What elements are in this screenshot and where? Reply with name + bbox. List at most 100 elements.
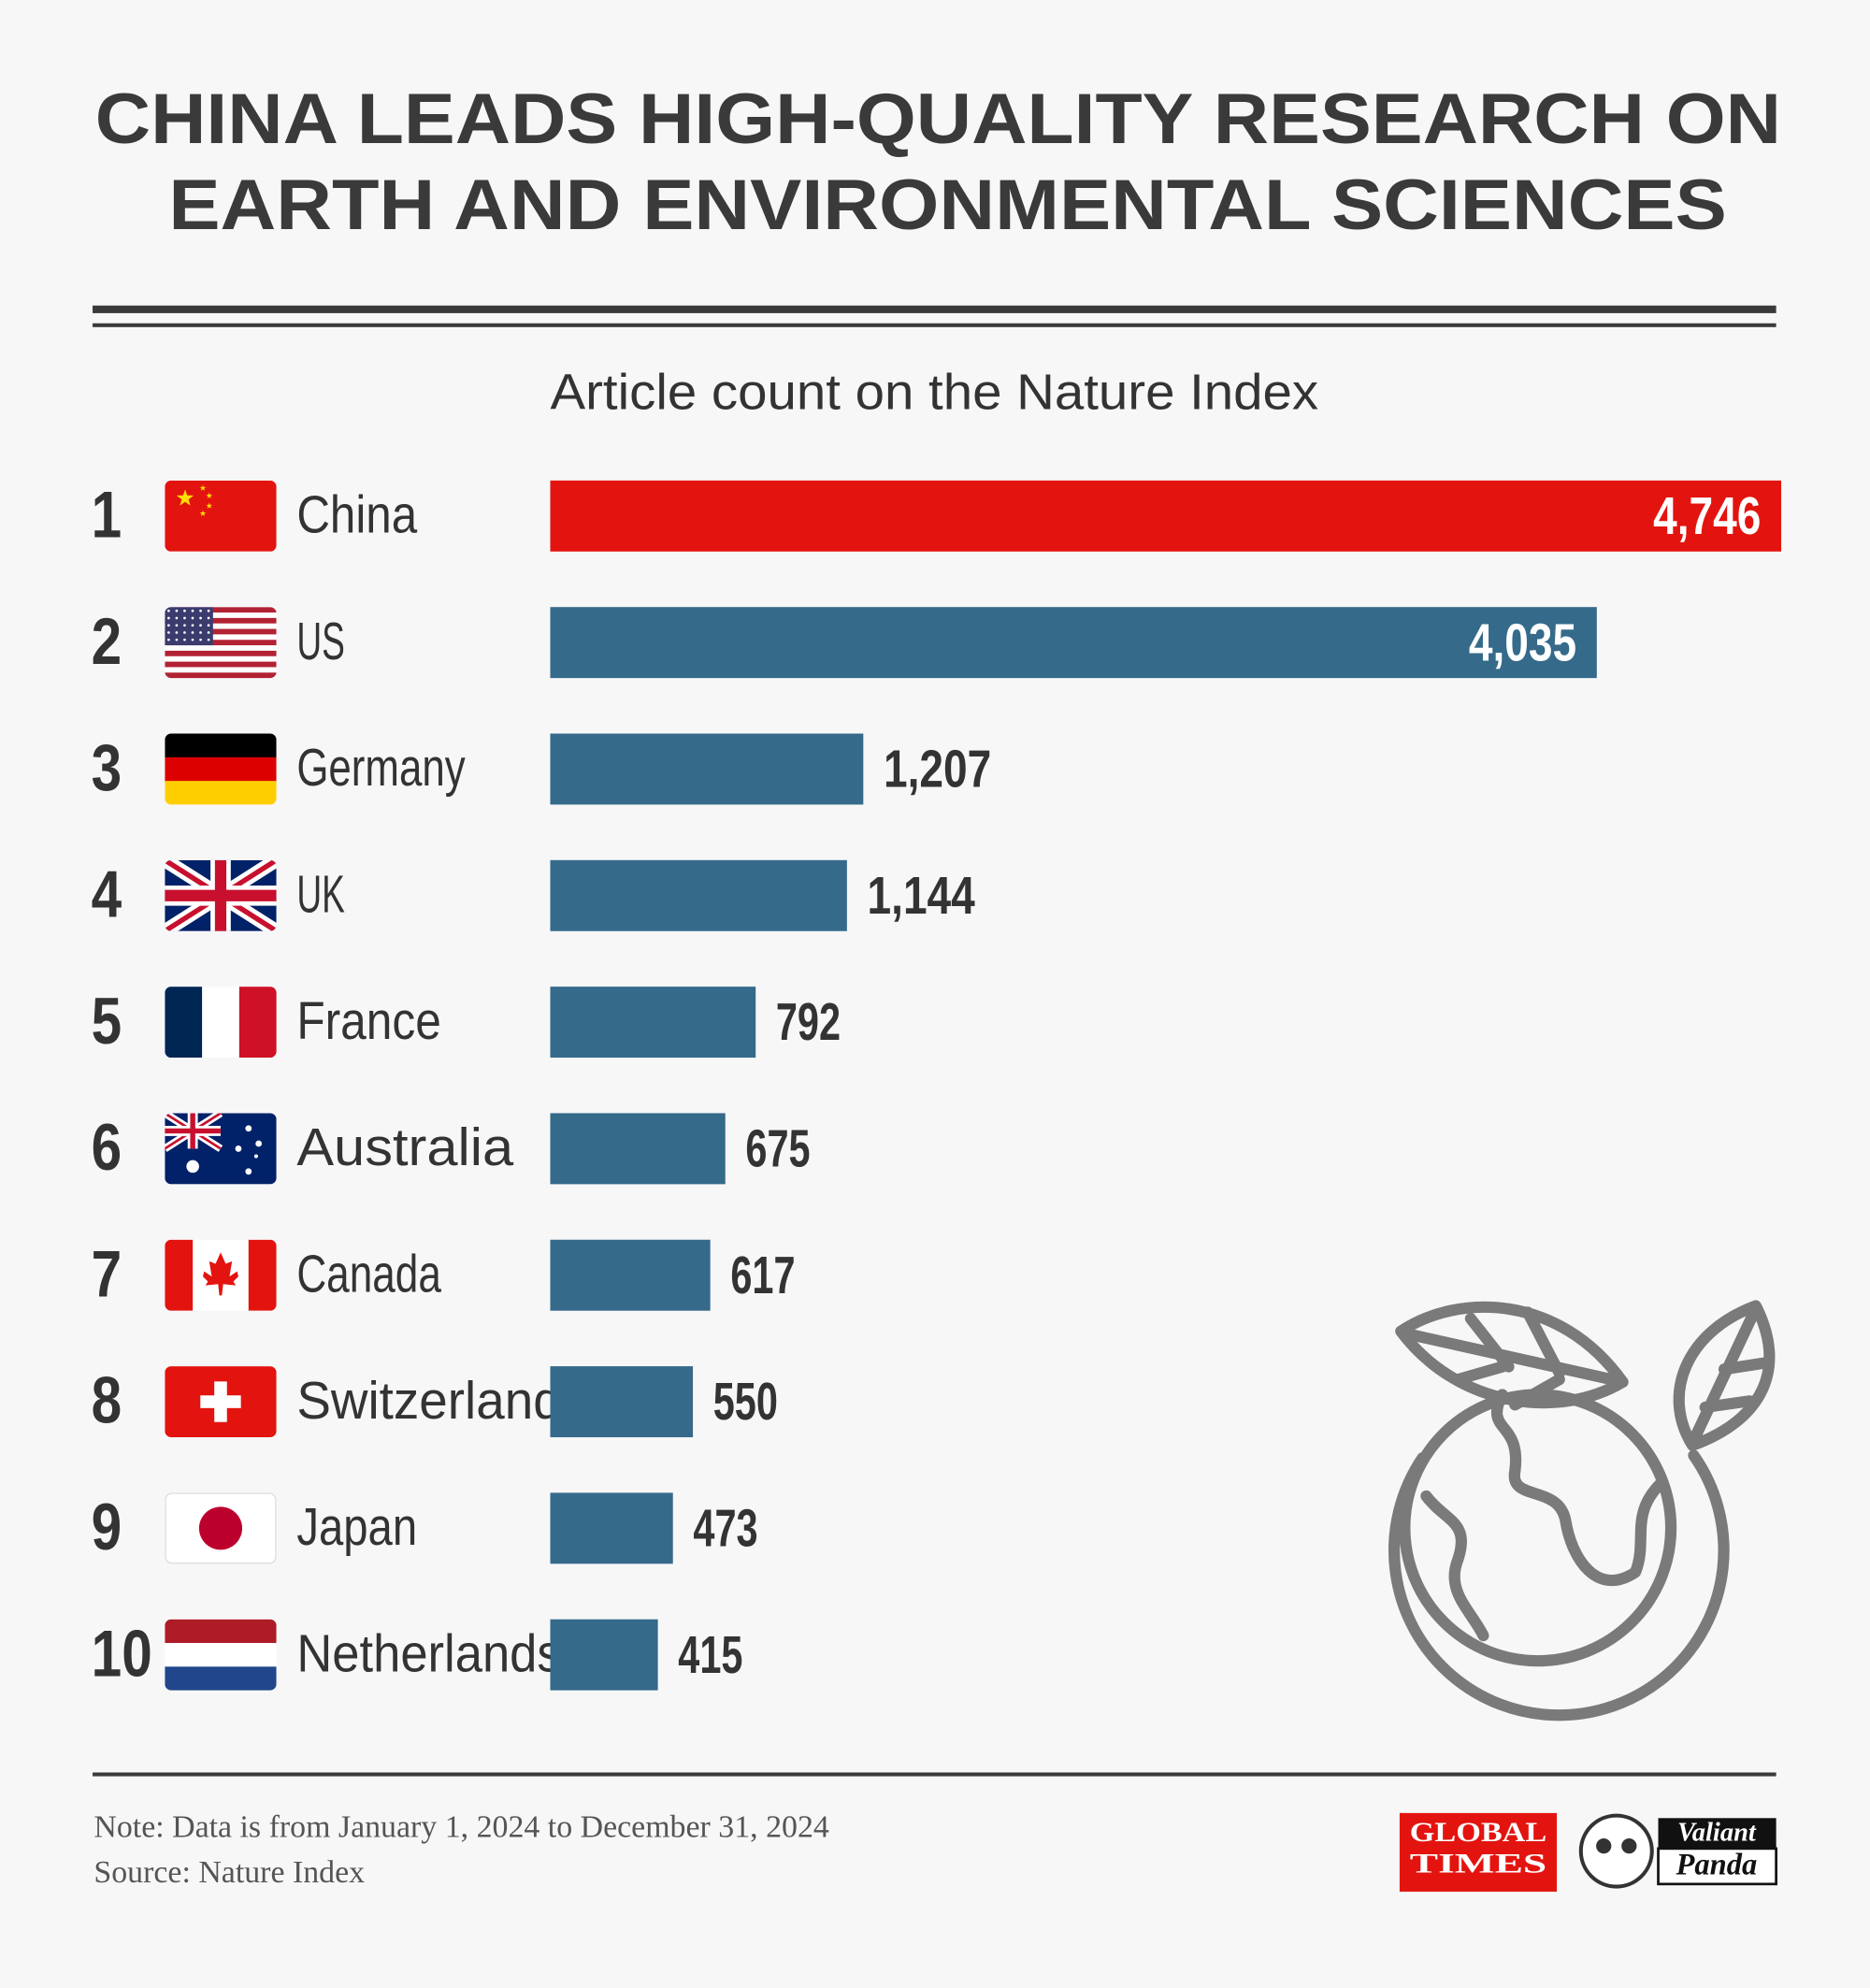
rank: 7 xyxy=(92,1236,122,1310)
value-label: 550 xyxy=(713,1372,778,1432)
flag-star xyxy=(167,638,170,641)
chart-title: EARTH AND ENVIRONMENTAL SCIENCES xyxy=(168,166,1726,245)
flag-star xyxy=(191,609,194,612)
flag-star xyxy=(245,1168,252,1175)
flag-stripe xyxy=(248,1239,277,1311)
flag-stripe xyxy=(165,1619,277,1644)
flag-star xyxy=(199,484,207,491)
flag-star xyxy=(167,631,170,634)
rank: 10 xyxy=(92,1616,152,1690)
flag-stripe xyxy=(165,655,277,663)
chart-title: CHINA LEADS HIGH-QUALITY RESEARCH ON xyxy=(95,79,1781,159)
flag-stripe xyxy=(165,612,277,619)
flag-star xyxy=(206,502,213,509)
country-label: China xyxy=(296,485,417,545)
flag-star xyxy=(255,1140,263,1147)
flag-field xyxy=(165,480,277,552)
flag-star xyxy=(199,510,207,516)
rank: 8 xyxy=(92,1363,122,1437)
flag-stripe xyxy=(165,987,203,1059)
panda-icon xyxy=(1578,1813,1654,1889)
flag-cross xyxy=(165,859,277,931)
panda-eye xyxy=(1621,1838,1637,1854)
rank: 3 xyxy=(92,730,122,804)
flag-cross xyxy=(165,1113,221,1149)
flag-disc xyxy=(198,1506,243,1550)
flag-stripe xyxy=(165,607,277,613)
rule xyxy=(93,305,1776,313)
earth-icon xyxy=(1388,1300,1776,1721)
flag-star xyxy=(167,616,170,620)
flag-star xyxy=(206,492,213,498)
value-label: 675 xyxy=(745,1119,810,1179)
flag-star xyxy=(245,1125,252,1132)
country-label: Australia xyxy=(296,1117,513,1177)
flag-stripe xyxy=(165,661,277,668)
rank: 1 xyxy=(92,478,122,552)
logo-text: GLOBAL xyxy=(1410,1817,1546,1848)
country-label: Germany xyxy=(296,738,466,798)
rule xyxy=(93,323,1776,327)
country-label: US xyxy=(296,612,345,671)
flag-stripe xyxy=(165,634,277,641)
flag-star xyxy=(167,624,170,627)
flag-star xyxy=(175,638,179,641)
flag-stripe xyxy=(165,1643,277,1667)
note: Note: Data is from January 1, 2024 to De… xyxy=(94,1809,829,1844)
flag-leaf xyxy=(202,1252,238,1296)
flag-stripe xyxy=(165,645,277,652)
flag xyxy=(165,859,277,931)
flag-star xyxy=(253,1154,258,1159)
rank: 2 xyxy=(92,604,122,678)
flag-canton xyxy=(165,607,213,646)
flag-cross xyxy=(200,1395,241,1408)
bar xyxy=(550,1113,726,1185)
flag-star xyxy=(183,631,186,634)
logo-text: TIMES xyxy=(1410,1849,1546,1880)
flag-star xyxy=(191,631,194,634)
value-label: 617 xyxy=(730,1246,795,1305)
flag-star xyxy=(175,616,179,620)
note: Source: Nature Index xyxy=(94,1855,365,1890)
value-label: 4,746 xyxy=(1653,486,1761,546)
flag-star xyxy=(207,624,210,627)
rank: 5 xyxy=(92,984,122,1058)
flag-star xyxy=(199,638,202,641)
flag xyxy=(165,1113,277,1185)
flag-stripe xyxy=(165,672,277,679)
flag-star xyxy=(183,624,186,627)
flag-stripe xyxy=(165,756,277,782)
flag-stripe xyxy=(165,623,277,629)
rank: 6 xyxy=(92,1110,122,1184)
country-label: Japan xyxy=(296,1497,417,1557)
bar xyxy=(550,1239,711,1311)
flag-star xyxy=(207,631,210,634)
flag-star xyxy=(191,638,194,641)
flag-star xyxy=(199,616,202,620)
flag-star xyxy=(199,624,202,627)
bar xyxy=(550,733,864,805)
bar xyxy=(550,1492,673,1564)
flag-star xyxy=(183,638,186,641)
rank: 4 xyxy=(92,857,122,930)
logo-box xyxy=(1658,1818,1776,1849)
flag xyxy=(165,607,277,679)
logo-text: Valiant xyxy=(1677,1818,1757,1847)
flag-star xyxy=(183,616,186,620)
flag xyxy=(165,1239,277,1311)
flag-star xyxy=(175,624,179,627)
panda-eye xyxy=(1596,1838,1612,1854)
value-label: 1,144 xyxy=(868,866,976,926)
bar xyxy=(550,480,1782,552)
value-label: 4,035 xyxy=(1469,612,1576,672)
flag-star xyxy=(176,489,194,506)
flag xyxy=(165,1366,277,1438)
value-label: 1,207 xyxy=(884,740,991,800)
flag-stripe xyxy=(165,650,277,657)
flag-star xyxy=(207,609,210,612)
flag-stripe xyxy=(165,628,277,635)
